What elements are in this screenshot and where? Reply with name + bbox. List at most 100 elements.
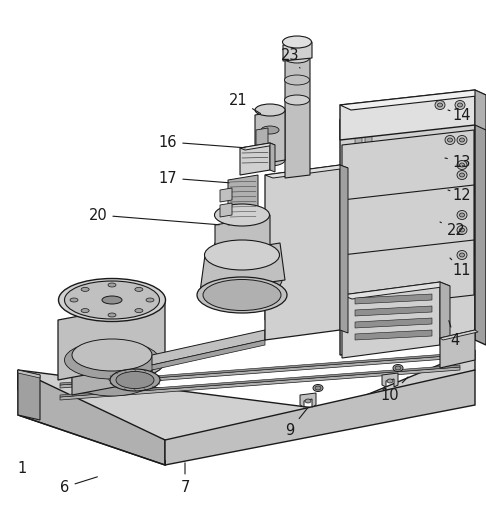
Ellipse shape bbox=[58, 278, 166, 321]
Ellipse shape bbox=[282, 36, 312, 48]
Polygon shape bbox=[200, 243, 285, 292]
Ellipse shape bbox=[214, 234, 270, 256]
Polygon shape bbox=[365, 124, 372, 341]
Ellipse shape bbox=[197, 277, 287, 313]
Ellipse shape bbox=[261, 126, 279, 134]
Text: 17: 17 bbox=[159, 171, 229, 185]
Ellipse shape bbox=[455, 101, 465, 109]
Ellipse shape bbox=[81, 309, 89, 313]
Text: 22: 22 bbox=[440, 222, 466, 238]
Ellipse shape bbox=[58, 338, 166, 382]
Polygon shape bbox=[440, 330, 475, 368]
Polygon shape bbox=[382, 373, 398, 387]
Polygon shape bbox=[475, 105, 486, 345]
Text: 10: 10 bbox=[381, 377, 408, 403]
Polygon shape bbox=[60, 355, 460, 388]
Ellipse shape bbox=[457, 160, 467, 170]
Text: 21: 21 bbox=[229, 92, 260, 113]
Text: 12: 12 bbox=[448, 188, 471, 202]
Polygon shape bbox=[60, 367, 460, 400]
Polygon shape bbox=[355, 306, 432, 316]
Polygon shape bbox=[220, 203, 232, 217]
Ellipse shape bbox=[116, 371, 154, 388]
Ellipse shape bbox=[108, 313, 116, 317]
Ellipse shape bbox=[102, 296, 122, 304]
Polygon shape bbox=[283, 42, 312, 61]
Ellipse shape bbox=[459, 163, 465, 167]
Polygon shape bbox=[440, 282, 450, 349]
Ellipse shape bbox=[459, 213, 465, 217]
Polygon shape bbox=[18, 370, 40, 420]
Ellipse shape bbox=[459, 228, 465, 232]
Polygon shape bbox=[265, 280, 342, 320]
Ellipse shape bbox=[135, 287, 143, 291]
Ellipse shape bbox=[65, 341, 159, 379]
Polygon shape bbox=[152, 330, 265, 365]
Polygon shape bbox=[270, 143, 275, 172]
Polygon shape bbox=[256, 128, 268, 152]
Text: 14: 14 bbox=[448, 107, 471, 123]
Text: 6: 6 bbox=[60, 477, 97, 495]
Text: 20: 20 bbox=[88, 207, 219, 225]
Text: 4: 4 bbox=[449, 320, 460, 347]
Polygon shape bbox=[255, 110, 285, 165]
Polygon shape bbox=[300, 393, 316, 407]
Ellipse shape bbox=[72, 339, 152, 371]
Polygon shape bbox=[240, 143, 270, 175]
Polygon shape bbox=[440, 330, 478, 340]
Ellipse shape bbox=[313, 384, 323, 391]
Polygon shape bbox=[58, 300, 165, 380]
Polygon shape bbox=[165, 370, 475, 465]
Ellipse shape bbox=[255, 104, 285, 116]
Polygon shape bbox=[340, 105, 486, 125]
Ellipse shape bbox=[70, 298, 78, 302]
Polygon shape bbox=[60, 365, 460, 397]
Ellipse shape bbox=[395, 366, 401, 370]
Polygon shape bbox=[340, 90, 486, 110]
Ellipse shape bbox=[457, 103, 463, 107]
Polygon shape bbox=[342, 240, 474, 310]
Ellipse shape bbox=[135, 309, 143, 313]
Ellipse shape bbox=[110, 369, 160, 391]
Polygon shape bbox=[475, 90, 486, 130]
Polygon shape bbox=[355, 330, 432, 340]
Ellipse shape bbox=[65, 281, 159, 319]
Polygon shape bbox=[340, 105, 475, 355]
Ellipse shape bbox=[445, 135, 455, 145]
Polygon shape bbox=[342, 282, 440, 358]
Polygon shape bbox=[18, 350, 475, 460]
Ellipse shape bbox=[305, 399, 311, 403]
Polygon shape bbox=[340, 90, 475, 140]
Ellipse shape bbox=[315, 386, 321, 390]
Ellipse shape bbox=[284, 75, 310, 85]
Ellipse shape bbox=[284, 95, 310, 105]
Ellipse shape bbox=[459, 138, 465, 142]
Text: 23: 23 bbox=[281, 48, 300, 68]
Ellipse shape bbox=[72, 364, 152, 396]
Polygon shape bbox=[220, 188, 232, 202]
Text: 16: 16 bbox=[159, 134, 245, 150]
Ellipse shape bbox=[146, 298, 154, 302]
Ellipse shape bbox=[387, 379, 393, 383]
Polygon shape bbox=[228, 175, 258, 225]
Polygon shape bbox=[285, 55, 310, 178]
Text: 1: 1 bbox=[17, 460, 27, 476]
Text: 11: 11 bbox=[450, 258, 471, 277]
Ellipse shape bbox=[284, 53, 310, 63]
Ellipse shape bbox=[205, 240, 279, 270]
Polygon shape bbox=[340, 165, 348, 333]
Ellipse shape bbox=[457, 250, 467, 260]
Polygon shape bbox=[265, 165, 340, 340]
Text: 9: 9 bbox=[285, 407, 308, 437]
Ellipse shape bbox=[81, 287, 89, 291]
Ellipse shape bbox=[255, 154, 285, 166]
Text: 7: 7 bbox=[180, 463, 190, 495]
Polygon shape bbox=[215, 215, 270, 255]
Polygon shape bbox=[18, 370, 40, 378]
Ellipse shape bbox=[457, 171, 467, 179]
Ellipse shape bbox=[437, 103, 442, 107]
Polygon shape bbox=[342, 130, 474, 210]
Ellipse shape bbox=[435, 101, 445, 109]
Polygon shape bbox=[240, 143, 275, 150]
Ellipse shape bbox=[459, 173, 465, 177]
